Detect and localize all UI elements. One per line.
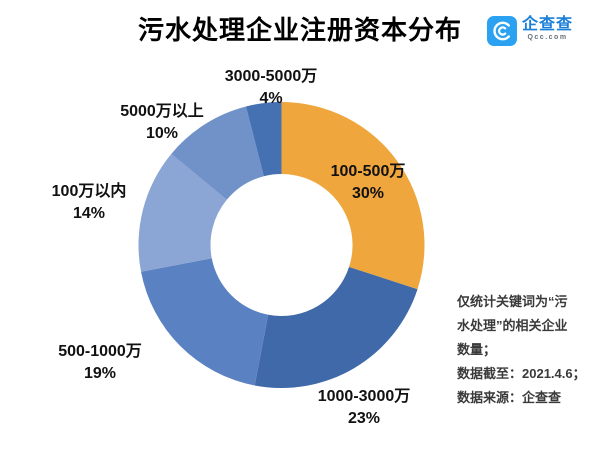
slice-label-text: 500-1000万 [58, 343, 142, 360]
slice-label-pct: 23% [347, 410, 381, 427]
qcc-logo-text: 企查查 Qcc.com [522, 16, 573, 42]
note-line: 水处理”的相关企业 [457, 318, 568, 333]
qcc-logo-icon [487, 16, 517, 46]
pie-slice-5000万以上 [171, 106, 264, 200]
slice-label-over-5000: 5000万以上 10% [87, 101, 237, 145]
slice-label-text: 100-500万 [330, 163, 406, 180]
pie-slice-3000-5000万 [245, 102, 282, 177]
slice-label-pct: 19% [83, 365, 117, 382]
slice-label-pct: 4% [259, 90, 283, 107]
data-source-note: 仅统计关键词为“污 水处理”的相关企业 数量； 数据截至：2021.4.6； 数… [457, 290, 597, 410]
qcc-logo: 企查查 Qcc.com [487, 16, 573, 46]
slice-label-text: 1000-3000万 [317, 388, 411, 405]
slice-label-pct: 30% [351, 185, 385, 202]
slice-label-text: 5000万以上 [120, 103, 204, 120]
page-title: 污水处理企业注册资本分布 [137, 15, 462, 45]
pie-slice-1000-3000万 [254, 266, 418, 389]
slice-label-3000-5000: 3000-5000万 4% [196, 66, 346, 110]
note-line: 数量； [457, 342, 497, 357]
slice-label-text: 3000-5000万 [224, 68, 318, 85]
slice-label-1000-3000: 1000-3000万 23% [289, 386, 439, 430]
slice-label-100-500: 100-500万 30% [293, 161, 443, 205]
slice-label-pct: 10% [145, 125, 179, 142]
pie-slice-500-1000万 [141, 258, 269, 386]
slice-label-text: 100万以内 [51, 183, 127, 200]
slice-label-under-100: 100万以内 14% [14, 181, 164, 225]
note-line: 数据截至：2021.4.6； [457, 366, 586, 381]
note-line: 仅统计关键词为“污 [457, 294, 568, 309]
pie-slice-100万以内 [138, 153, 227, 272]
slice-label-500-1000: 500-1000万 19% [25, 341, 175, 385]
pie-slice-100-500万 [281, 102, 425, 290]
slice-label-pct: 14% [72, 205, 106, 222]
qcc-logo-domain: Qcc.com [527, 34, 568, 41]
qcc-logo-name: 企查查 [522, 16, 574, 33]
note-line: 数据来源：企查查 [457, 390, 562, 405]
